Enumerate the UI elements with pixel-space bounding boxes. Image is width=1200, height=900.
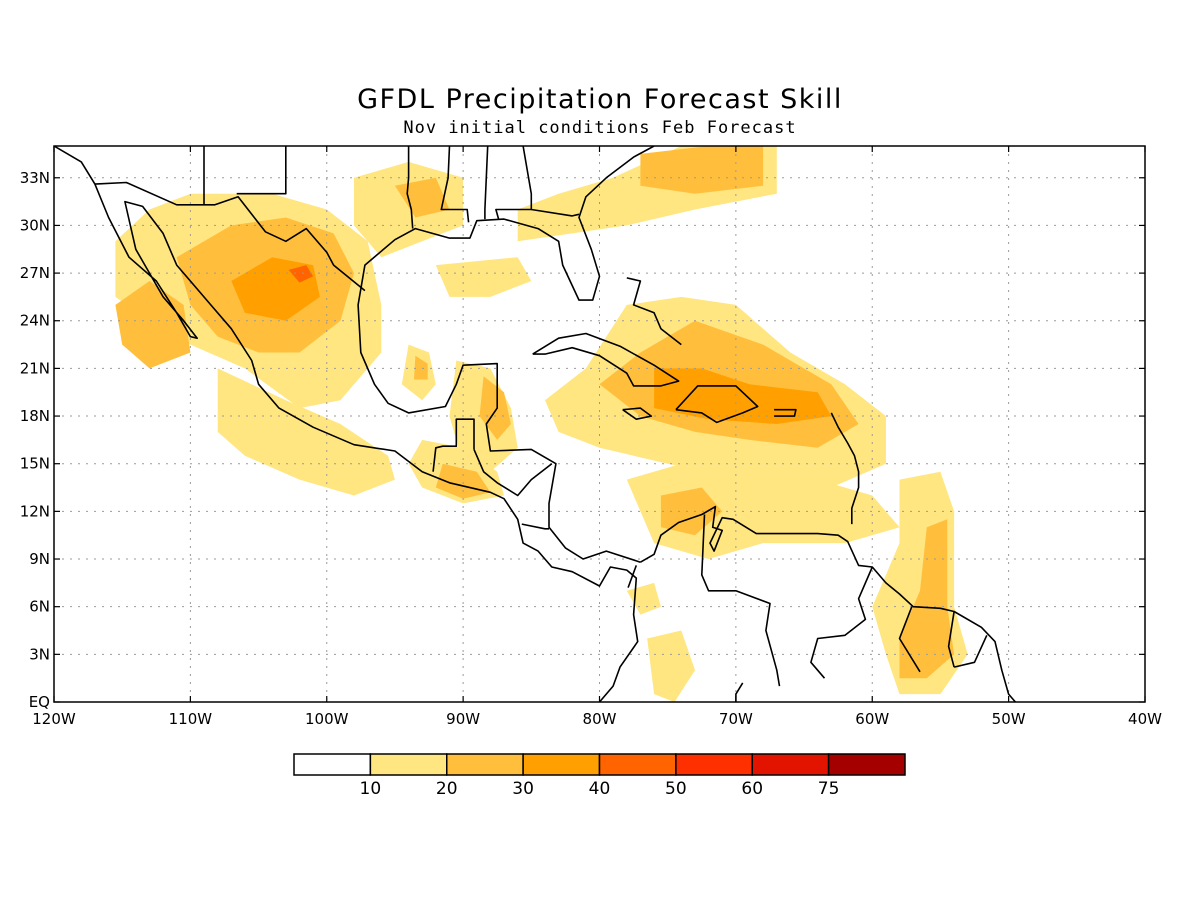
coastline-guiana-brazil-border <box>953 634 988 668</box>
map-title: GFDL Precipitation Forecast Skill <box>357 84 843 115</box>
coastline-us-state-lines-4 <box>440 146 470 223</box>
coastline-north-america-coast <box>54 146 639 702</box>
skill-region-colombia-coast <box>626 582 661 615</box>
lat-tick-label: 9N <box>29 550 50 568</box>
skill-region-gulf-north <box>435 257 532 297</box>
coastline-gulf-coast <box>357 146 655 563</box>
lat-tick-label: 12N <box>20 502 50 520</box>
lat-tick-label: 33N <box>20 169 50 187</box>
lon-tick-label: 100W <box>305 710 349 728</box>
coastline-venezuela-guyana-border <box>810 566 874 679</box>
colorbar-label: 30 <box>512 779 534 799</box>
colorbar-swatch <box>369 753 448 776</box>
lat-tick-label: 15N <box>20 455 50 473</box>
lon-tick-label: 90W <box>446 710 480 728</box>
colorbar-swatch <box>598 753 677 776</box>
coastline-hispaniola <box>675 385 759 424</box>
skill-shading-layer <box>115 146 968 702</box>
coastline-us-mexico-border <box>94 181 366 292</box>
skill-region-southeast-us-core <box>640 146 764 194</box>
lon-tick-label: 70W <box>719 710 753 728</box>
colorbar-label: 60 <box>741 779 763 799</box>
skill-region-baja-south <box>115 281 191 369</box>
skill-region-amazon-west <box>647 630 695 702</box>
skill-region-yucatan-east-core <box>479 376 511 440</box>
skill-region-texas-gulf-core <box>394 177 450 218</box>
coastline-nicaragua-costa-rica-border <box>521 523 549 530</box>
colorbar-swatch <box>446 753 524 776</box>
coastline-cuba <box>532 332 680 387</box>
coastline-guatemala-border <box>432 418 475 472</box>
colorbar-label: 20 <box>436 779 458 799</box>
skill-region-gulf-center-core <box>414 355 428 380</box>
coastline-us-state-lines-3 <box>406 146 414 229</box>
lon-tick-label: 40W <box>1128 710 1162 728</box>
colorbar-label: 50 <box>665 779 687 799</box>
lat-tick-label: 27N <box>20 264 50 282</box>
lat-tick-label: 24N <box>20 312 50 330</box>
coastline-bahamas <box>626 277 682 346</box>
gridlines <box>54 146 1145 702</box>
lon-tick-label: 110W <box>169 710 213 728</box>
coastline-lesser-antilles <box>830 412 860 525</box>
coastline-layer <box>54 146 1017 702</box>
map-subtitle: Nov initial conditions Feb Forecast <box>403 118 797 138</box>
colorbar-swatch <box>522 753 601 776</box>
coastline-jamaica <box>622 407 653 421</box>
lat-tick-label: EQ <box>29 693 50 711</box>
colorbar-swatch <box>751 753 830 776</box>
lat-tick-label: 3N <box>29 645 50 663</box>
coastline-south-america-north <box>640 505 1017 702</box>
coastline-honduras-border <box>473 449 553 497</box>
colorbar-label: 10 <box>360 779 382 799</box>
coastline-us-state-lines-7 <box>531 208 580 217</box>
colorbar-label: 75 <box>818 779 840 799</box>
coastline-puerto-rico <box>774 408 797 417</box>
lat-tick-label: 30N <box>20 216 50 234</box>
colorbar: 10 20 30 40 50 60 75 <box>293 753 906 799</box>
lon-tick-label: 50W <box>992 710 1026 728</box>
coastline-suriname-guiana-border <box>947 611 955 668</box>
skill-region-mexico-peak <box>288 265 314 283</box>
coastline-guyana-suriname-border <box>898 606 921 673</box>
coastline-us-state-lines-5 <box>484 146 489 220</box>
lon-tick-label: 80W <box>583 710 617 728</box>
lat-tick-label: 21N <box>20 359 50 377</box>
coastline-colombia-venezuela-border <box>700 514 781 687</box>
skill-region-guyana-atlantic-core <box>899 519 955 679</box>
colorbar-label: 40 <box>589 779 611 799</box>
colorbar-swatch <box>827 753 906 776</box>
lat-tick-label: 6N <box>29 598 50 616</box>
lon-tick-label: 120W <box>32 710 76 728</box>
colorbar-swatch <box>675 753 753 776</box>
lat-tick-label: 18N <box>20 407 50 425</box>
coastline-panama-colombia-border <box>627 565 638 588</box>
coastline-us-state-lines-2 <box>236 146 287 195</box>
axis-ticks: 120W 110W 100W 90W 80W 70W 60W 50W 40W EQ 3N 6N 9N 12… <box>20 146 1162 728</box>
lon-tick-label: 60W <box>855 710 889 728</box>
colorbar-swatch <box>293 753 372 776</box>
